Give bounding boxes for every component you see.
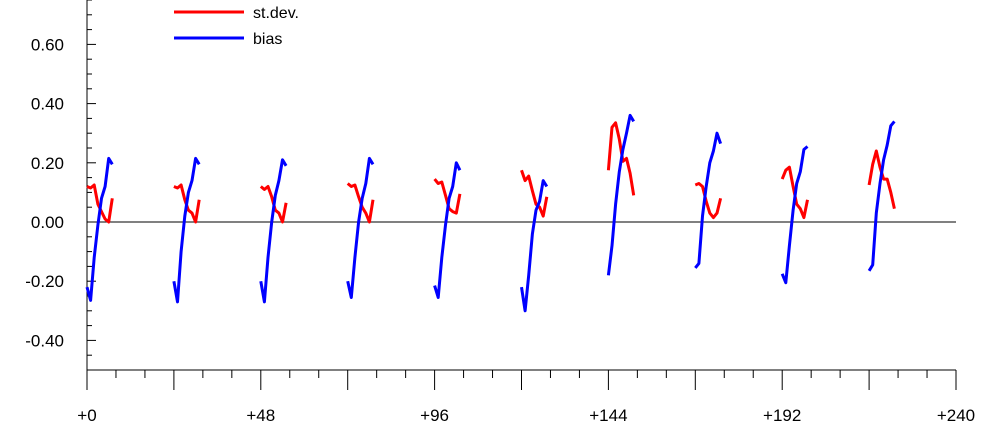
series-line-st-dev xyxy=(520,169,549,218)
series-bias xyxy=(85,113,896,313)
x-tick-label: +48 xyxy=(246,406,275,423)
series-layer xyxy=(85,113,896,313)
series-line-bias xyxy=(867,120,896,272)
series-line-st-dev xyxy=(694,182,723,220)
x-tick-label: +96 xyxy=(420,406,449,423)
series-line-bias xyxy=(172,156,201,304)
legend: st.dev. bias xyxy=(174,5,299,48)
x-tick-label: +192 xyxy=(763,406,801,423)
series-line-bias xyxy=(85,156,114,302)
legend-label-bias: bias xyxy=(253,31,282,48)
series-line-st-dev xyxy=(606,121,636,196)
series-line-bias xyxy=(694,131,723,269)
x-tick-label: +144 xyxy=(589,406,627,423)
series-line-bias xyxy=(259,158,288,304)
series-st-dev xyxy=(86,121,896,224)
x-tick-label: +0 xyxy=(77,406,96,423)
y-tick-label: 0.40 xyxy=(31,95,64,114)
y-tick-label: 0.60 xyxy=(31,35,64,54)
series-line-bias xyxy=(606,113,635,276)
series-line-bias xyxy=(433,161,462,299)
series-line-bias xyxy=(780,145,809,285)
legend-label-st-dev: st.dev. xyxy=(253,5,299,22)
series-line-bias xyxy=(520,179,549,313)
y-tick-label: 0.20 xyxy=(31,154,64,173)
y-tick-label: 0.00 xyxy=(31,213,64,232)
y-tick-label: -0.20 xyxy=(25,272,64,291)
series-line-bias xyxy=(346,156,375,299)
y-tick-label: -0.40 xyxy=(25,331,64,350)
x-tick-label: +240 xyxy=(937,406,975,423)
axes: -0.40 -0.20 0.00 0.20 0.40 0.60 +0 +48 +96 +144 +1… xyxy=(25,0,975,423)
